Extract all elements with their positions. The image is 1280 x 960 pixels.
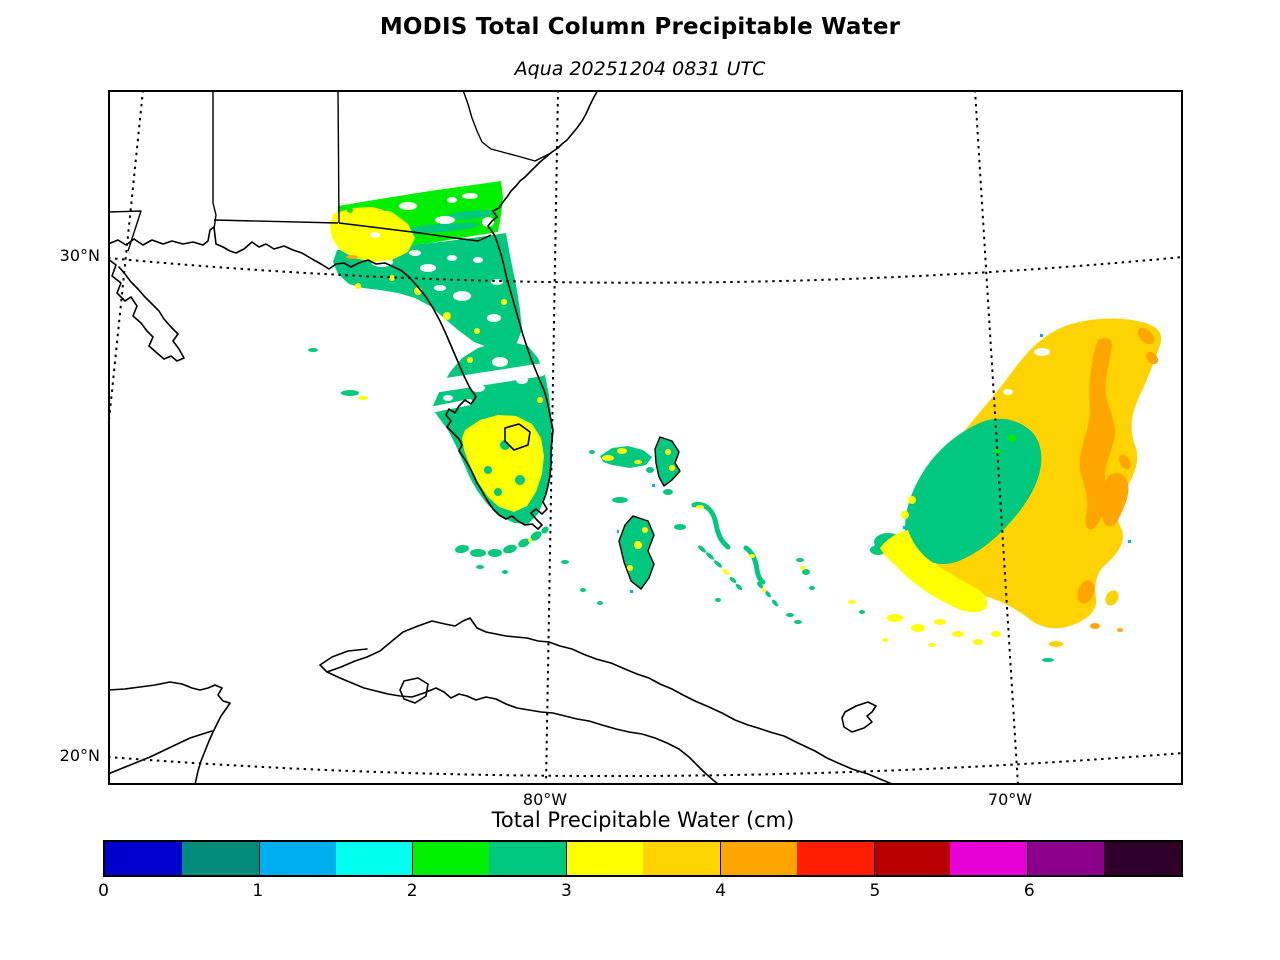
- colorbar-segment: [489, 842, 567, 875]
- parallel-30n: [107, 256, 1184, 284]
- data-swath-atlantic: [848, 318, 1162, 662]
- cuba-north-coastline: [319, 617, 893, 785]
- map-panel: [107, 89, 1184, 786]
- colorbar-segment: [335, 842, 413, 875]
- map-canvas: [107, 89, 1184, 786]
- louisiana-mississippi-border: [107, 210, 142, 252]
- colorbar-title: Total Precipitable Water (cm): [491, 808, 795, 832]
- isle-of-youth-coastline: [399, 677, 429, 704]
- state-borders: [107, 89, 552, 252]
- page-subtitle: Aqua 20251204 0831 UTC: [514, 58, 766, 80]
- colorbar-tick-label: 4: [715, 881, 727, 901]
- map-frame-border: [108, 90, 1183, 785]
- colorbar-segment: [566, 842, 644, 875]
- colorbar-tick-line: [719, 842, 721, 875]
- data-swath-bahamas: [561, 436, 815, 624]
- colorbar-tick-line: [566, 842, 568, 875]
- data-swath-southeast-us: [308, 181, 552, 574]
- colorbar-segment: [950, 842, 1028, 875]
- alabama-georgia-border: [337, 89, 340, 224]
- abaco-island: [654, 436, 681, 487]
- yucatan-inland-line: [107, 730, 213, 775]
- colorbar-tick-label: 0: [98, 881, 109, 901]
- colorbar-segment: [105, 842, 182, 875]
- andros-island: [618, 515, 655, 590]
- colorbar-segment: [1104, 842, 1182, 875]
- parallel-20n: [107, 752, 1184, 778]
- colorbar-tick-label: 3: [560, 881, 572, 901]
- lon-tick-label-80w: 80°W: [522, 790, 568, 809]
- lat-tick-label-30n: 30°N: [59, 246, 100, 265]
- lon-tick-label-70w: 70°W: [987, 790, 1033, 809]
- colorbar-segment: [412, 842, 490, 875]
- georgia-southcarolina-border: [462, 89, 552, 162]
- colorbar-segment: [181, 842, 259, 875]
- alabama-florida-border: [213, 219, 339, 224]
- lake-okeechobee: [504, 423, 531, 451]
- yucatan-coastline: [107, 681, 231, 786]
- page-title: MODIS Total Column Precipitable Water: [379, 14, 901, 40]
- colorbar-segment: [873, 842, 951, 875]
- colorbar-strip: [103, 840, 1183, 877]
- lat-tick-label-20n: 20°N: [59, 746, 100, 765]
- great-inagua-coastline: [841, 701, 877, 733]
- colorbar-segment: [1027, 842, 1105, 875]
- colorbar-tick-label: 1: [252, 881, 264, 901]
- cuba-south-coastline: [326, 671, 719, 785]
- colorbar-tick-line: [873, 842, 875, 875]
- colorbar-tick-label: 6: [1023, 881, 1035, 901]
- gulf-and-florida-coastline: [107, 89, 599, 530]
- mississippi-alabama-border: [212, 90, 217, 230]
- colorbar-segment: [796, 842, 874, 875]
- colorbar-tick-label: 5: [869, 881, 881, 901]
- graticule: [107, 89, 1184, 786]
- colorbar-tick-line: [412, 842, 414, 875]
- colorbar-segment: [643, 842, 720, 875]
- colorbar-segment: [258, 842, 336, 875]
- mississippi-delta-coastline: [107, 258, 185, 362]
- coastlines: [107, 89, 893, 786]
- georgia-florida-border: [338, 222, 492, 242]
- colorbar-ticks: 0 1 2 3 4 5 6: [98, 881, 1183, 905]
- colorbar-tick-label: 2: [406, 881, 418, 901]
- colorbar-segment: [719, 842, 797, 875]
- colorbar-tick-line: [258, 842, 260, 875]
- meridian-90w: [107, 89, 144, 431]
- colorbar-tick-line: [1027, 842, 1029, 875]
